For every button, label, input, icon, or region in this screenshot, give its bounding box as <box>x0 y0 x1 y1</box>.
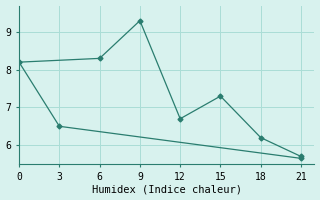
X-axis label: Humidex (Indice chaleur): Humidex (Indice chaleur) <box>92 184 242 194</box>
